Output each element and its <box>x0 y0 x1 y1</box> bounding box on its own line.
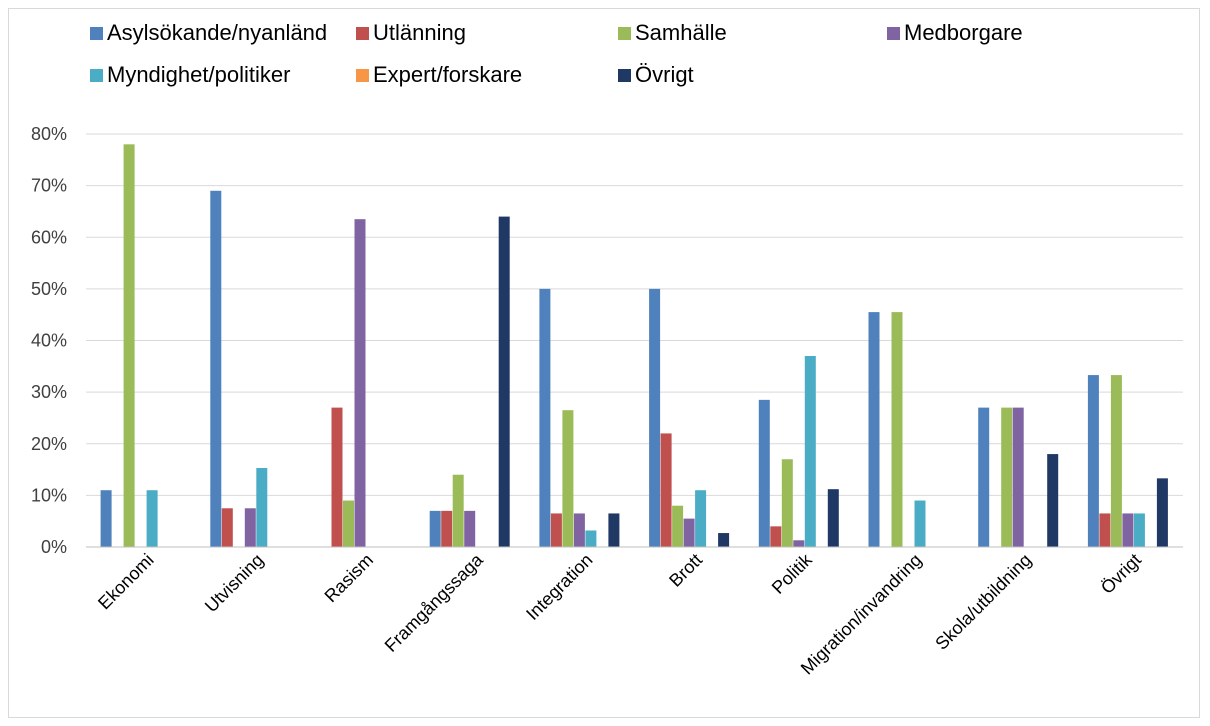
legend-label: Myndighet/politiker <box>107 62 291 87</box>
bar-5-3 <box>562 410 574 547</box>
x-category-label: Migration/invandring <box>797 550 926 679</box>
bar-7-5 <box>804 355 816 547</box>
bar-2-2 <box>221 508 233 547</box>
bar-2-1 <box>210 190 222 547</box>
bar-5-2 <box>550 513 562 547</box>
bar-7-7 <box>827 489 839 547</box>
legend-label: Samhälle <box>635 20 727 45</box>
legend-swatch <box>356 26 369 40</box>
legend-item: Samhälle <box>618 20 727 46</box>
bar-1-1 <box>100 490 112 547</box>
x-category-label: Brott <box>665 550 706 591</box>
bar-2-4 <box>244 508 256 547</box>
legend-swatch <box>90 26 103 40</box>
bar-7-4 <box>793 540 805 547</box>
legend-item: Medborgare <box>887 20 1023 46</box>
bar-4-4 <box>464 510 476 547</box>
chart-frame <box>8 8 1200 718</box>
bar-5-1 <box>539 288 551 547</box>
bar-4-3 <box>452 474 464 547</box>
y-tick-label: 10% <box>31 485 67 505</box>
bar-3-4 <box>354 219 366 547</box>
bar-10-3 <box>1110 375 1122 547</box>
legend-item: Asylsökande/nyanländ <box>90 20 327 46</box>
legend-swatch <box>618 26 631 40</box>
bar-10-4 <box>1122 513 1134 547</box>
bar-9-4 <box>1012 407 1024 547</box>
bar-8-1 <box>868 312 880 547</box>
bar-7-1 <box>758 399 770 547</box>
y-tick-label: 30% <box>31 382 67 402</box>
bar-10-2 <box>1099 513 1111 547</box>
legend-item: Myndighet/politiker <box>90 62 290 88</box>
bar-2-5 <box>256 468 268 547</box>
y-tick-label: 50% <box>31 279 67 299</box>
legend-label: Övrigt <box>635 62 694 87</box>
bar-6-2 <box>660 433 672 547</box>
x-category-label: Framgångssaga <box>381 549 488 656</box>
bar-3-3 <box>343 500 354 547</box>
legend-swatch <box>618 68 631 82</box>
x-category-label: Ekonomi <box>94 550 158 614</box>
x-category-label: Övrigt <box>1097 550 1145 598</box>
y-tick-label: 20% <box>31 434 67 454</box>
y-tick-label: 80% <box>31 124 67 144</box>
legend-item: Utlänning <box>356 20 466 46</box>
bar-6-1 <box>649 288 661 547</box>
x-category-label: Integration <box>522 550 596 624</box>
bar-9-3 <box>1001 407 1013 547</box>
legend-item: Övrigt <box>618 62 694 88</box>
bar-7-3 <box>781 459 793 547</box>
bar-6-4 <box>683 518 695 547</box>
legend-swatch <box>887 26 900 40</box>
bar-4-1 <box>429 510 441 547</box>
bar-4-2 <box>441 510 453 547</box>
bar-5-5 <box>585 530 597 547</box>
bar-10-5 <box>1133 513 1145 547</box>
bar-1-5 <box>146 490 158 547</box>
x-category-label: Rasism <box>320 550 377 607</box>
y-tick-label: 60% <box>31 227 67 247</box>
bar-8-3 <box>891 312 903 547</box>
legend-swatch <box>356 68 369 82</box>
legend-label: Medborgare <box>904 20 1023 45</box>
bar-6-3 <box>672 505 684 547</box>
y-tick-label: 40% <box>31 331 67 351</box>
y-tick-label: 70% <box>31 176 67 196</box>
bar-10-7 <box>1156 478 1168 547</box>
bar-8-5 <box>914 500 926 547</box>
x-category-label: Politik <box>768 549 817 598</box>
legend-label: Asylsökande/nyanländ <box>107 20 328 45</box>
bar-6-7 <box>718 533 730 547</box>
legend-item: Expert/forskare <box>356 62 522 88</box>
bar-5-4 <box>573 513 585 547</box>
bar-9-1 <box>978 407 990 547</box>
y-tick-label: 0% <box>41 537 67 557</box>
legend-swatch <box>90 68 103 82</box>
legend-label: Utlänning <box>373 20 466 45</box>
bar-9-7 <box>1047 454 1059 547</box>
bar-1-3 <box>123 144 135 547</box>
x-category-label: Utvisning <box>201 550 267 616</box>
x-category-label: Skola/utbildning <box>931 550 1035 654</box>
bar-7-2 <box>770 526 782 547</box>
bar-10-1 <box>1087 375 1099 547</box>
bar-3-2 <box>331 407 343 547</box>
bar-5-7 <box>608 513 620 547</box>
bar-4-7 <box>498 216 510 547</box>
bar-6-5 <box>695 490 707 547</box>
chart-legend: Asylsökande/nyanländ Utlänning Samhälle Med… <box>0 0 1210 110</box>
legend-label: Expert/forskare <box>373 62 523 87</box>
